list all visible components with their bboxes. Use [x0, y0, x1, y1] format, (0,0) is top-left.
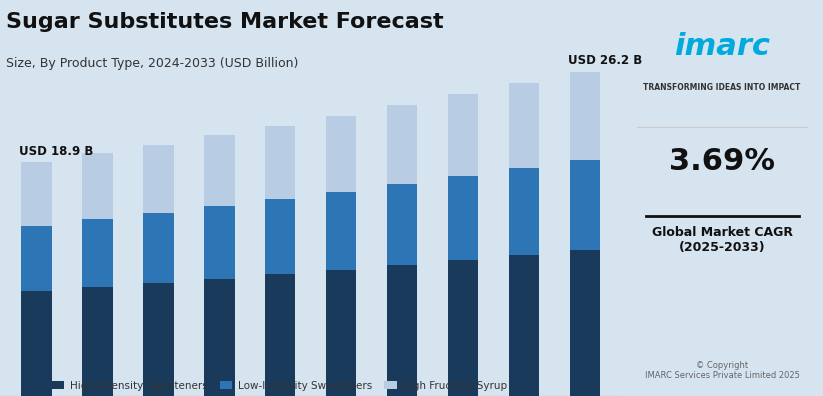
Bar	[448, 177, 478, 260]
Bar	[326, 192, 356, 270]
Text: TRANSFORMING IDEAS INTO IMPACT: TRANSFORMING IDEAS INTO IMPACT	[644, 83, 801, 92]
Bar	[387, 105, 417, 184]
Bar	[265, 199, 295, 274]
Text: Global Market CAGR
(2025-2033): Global Market CAGR (2025-2033)	[652, 226, 793, 254]
Text: USD 18.9 B: USD 18.9 B	[20, 145, 94, 158]
Bar	[204, 279, 235, 396]
Bar	[143, 213, 174, 283]
Text: Sugar Substitutes Market Forecast: Sugar Substitutes Market Forecast	[7, 12, 444, 32]
Bar	[448, 95, 478, 177]
Text: 3.69%: 3.69%	[669, 147, 775, 175]
Bar	[387, 265, 417, 396]
Bar	[204, 135, 235, 206]
Bar	[570, 72, 600, 160]
Bar	[82, 219, 113, 287]
Text: Size, By Product Type, 2024-2033 (USD Billion): Size, By Product Type, 2024-2033 (USD Bi…	[7, 57, 299, 70]
Text: USD 26.2 B: USD 26.2 B	[568, 54, 642, 67]
Bar	[509, 168, 539, 255]
Bar	[570, 250, 600, 396]
Bar	[570, 160, 600, 250]
Bar	[509, 83, 539, 168]
Text: © Copyright
IMARC Services Private Limited 2025: © Copyright IMARC Services Private Limit…	[644, 361, 800, 380]
Bar	[265, 126, 295, 199]
Bar	[387, 184, 417, 265]
Bar	[326, 116, 356, 192]
Bar	[204, 206, 235, 279]
Bar	[143, 283, 174, 396]
Text: imarc: imarc	[674, 32, 770, 61]
Bar	[82, 287, 113, 396]
Legend: High-Intensity Sweeteners, Low-Intensity Sweeteners, High Fructose Syrup: High-Intensity Sweeteners, Low-Intensity…	[48, 377, 511, 395]
Bar	[448, 260, 478, 396]
Bar	[21, 226, 52, 291]
Bar	[509, 255, 539, 396]
Bar	[21, 291, 52, 396]
Bar	[82, 154, 113, 219]
Bar	[265, 274, 295, 396]
Bar	[326, 270, 356, 396]
Bar	[143, 145, 174, 213]
Bar	[21, 162, 52, 226]
